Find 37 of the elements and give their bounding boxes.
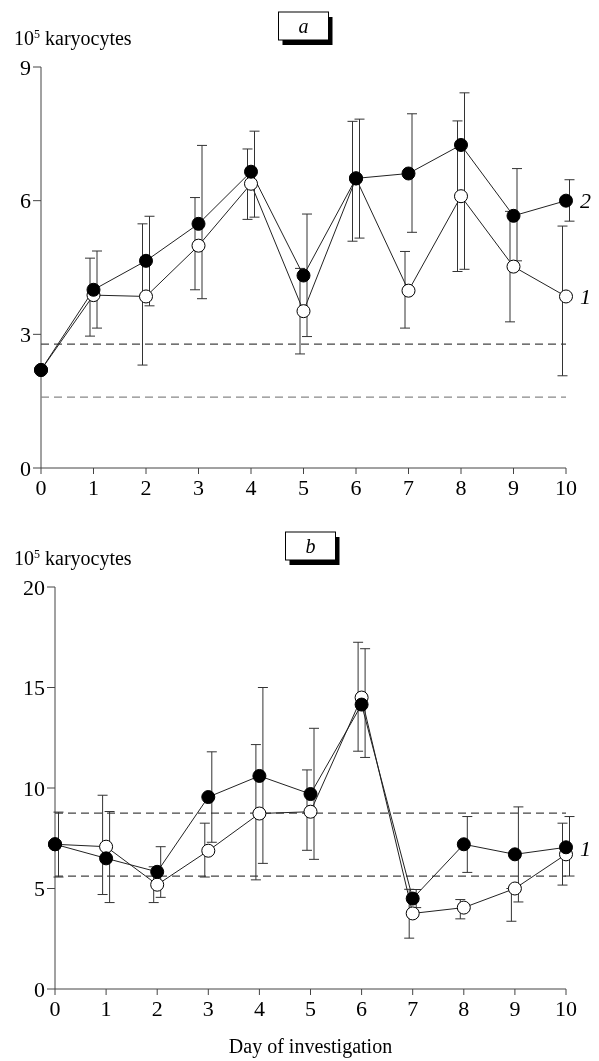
x-tick-label: 2 [151, 996, 163, 1021]
x-tick-label: 2 [140, 475, 152, 500]
x-tick-label: 9 [509, 996, 521, 1021]
x-tick-label: 1 [88, 475, 99, 500]
x-tick-label: 8 [458, 996, 470, 1021]
y-tick-label: 0 [20, 455, 31, 481]
x-tick-label: 5 [305, 996, 316, 1021]
x-tick-label: 3 [202, 996, 214, 1021]
x-tick-label: 4 [253, 996, 265, 1021]
x-tick-label: 6 [356, 996, 368, 1021]
y-tick-label: 0 [34, 976, 45, 1002]
x-tick-label: 1 [100, 996, 112, 1021]
x-tick-label: 7 [407, 996, 419, 1021]
x-tick-label: 10 [555, 475, 577, 500]
x-axis-title: Day of investigation [228, 1035, 393, 1058]
y-axis-title: 10$^{5}$ karyocytes [14, 27, 132, 50]
x-tick-label: 8 [455, 475, 467, 500]
x-tick-label: 9 [508, 475, 519, 500]
x-tick-label: 5 [298, 475, 309, 500]
series-label: 1 [580, 284, 591, 310]
y-tick-label: 9 [20, 54, 31, 80]
x-tick-label: 10 [555, 996, 577, 1021]
y-axis-title: 10$^{5}$ karyocytes [14, 547, 132, 570]
x-tick-label: 4 [245, 475, 257, 500]
chart-title: b [305, 535, 316, 557]
x-tick-label: 3 [193, 475, 204, 500]
x-tick-label: 6 [350, 475, 362, 500]
y-tick-label: 10 [23, 775, 45, 801]
y-tick-label: 15 [23, 675, 45, 701]
series-label: 2 [580, 188, 591, 214]
y-tick-label: 3 [20, 322, 31, 348]
chart-title: a [298, 15, 309, 37]
y-tick-label: 20 [23, 574, 45, 600]
y-tick-label: 5 [34, 876, 45, 902]
x-tick-label: 7 [403, 475, 414, 500]
annotation: 1 [580, 836, 591, 861]
y-tick-label: 6 [20, 188, 31, 214]
